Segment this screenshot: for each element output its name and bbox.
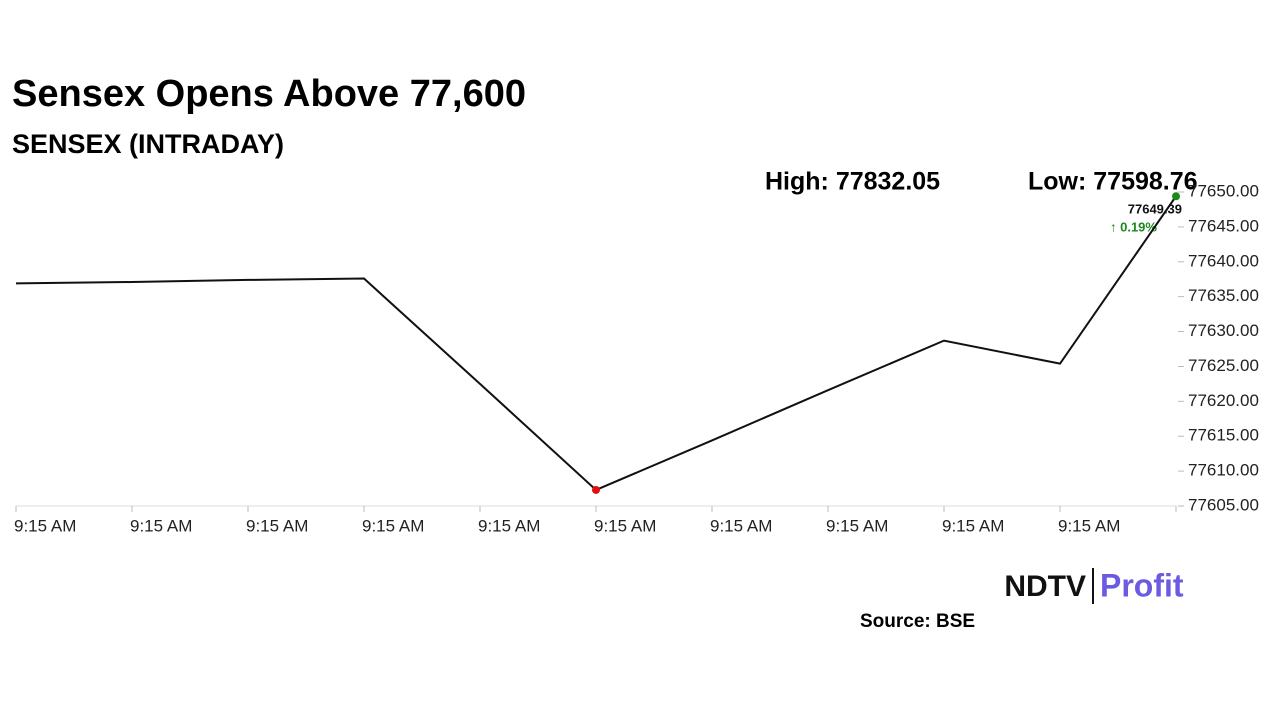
y-tick-label: 77625.00	[1188, 356, 1259, 375]
x-tick-label: 9:15 AM	[362, 516, 424, 535]
change-label: ↑ 0.19%	[1110, 219, 1157, 234]
x-tick-label: 9:15 AM	[130, 516, 192, 535]
x-tick-label: 9:15 AM	[478, 516, 540, 535]
logo-profit: Profit	[1100, 567, 1184, 603]
low-label: Low: 77598.76	[1028, 168, 1198, 196]
y-tick-label: 77635.00	[1188, 286, 1259, 305]
series-line	[15, 195, 1177, 492]
low-marker	[592, 485, 600, 494]
y-tick-label: 77645.00	[1188, 216, 1259, 235]
y-tick-label: 77650.00	[1188, 181, 1259, 200]
high-label: High: 77832.05	[765, 168, 940, 196]
last-marker	[1172, 192, 1180, 201]
x-tick-label: 9:15 AM	[942, 516, 1004, 535]
y-tick-label: 77605.00	[1188, 495, 1259, 514]
chart-title: Sensex Opens Above 77,600	[12, 73, 526, 115]
x-tick-label: 9:15 AM	[246, 516, 308, 535]
chart-subtitle: SENSEX (INTRADAY)	[12, 129, 284, 159]
x-tick-label: 9:15 AM	[594, 516, 656, 535]
x-tick-label: 9:15 AM	[710, 516, 772, 535]
source: Source: BSE	[860, 611, 975, 632]
y-tick-label: 77615.00	[1188, 426, 1259, 445]
y-tick-label: 77610.00	[1188, 461, 1259, 480]
logo-ndtv: NDTV	[1004, 570, 1086, 603]
x-tick-label: 9:15 AM	[826, 516, 888, 535]
y-tick-label: 77620.00	[1188, 391, 1259, 410]
x-tick-label: 9:15 AM	[14, 516, 76, 535]
y-tick-label: 77630.00	[1188, 321, 1259, 340]
y-tick-label: 77640.00	[1188, 251, 1259, 270]
x-tick-label: 9:15 AM	[1058, 516, 1120, 535]
last-value-label: 77649.39	[1128, 202, 1182, 217]
